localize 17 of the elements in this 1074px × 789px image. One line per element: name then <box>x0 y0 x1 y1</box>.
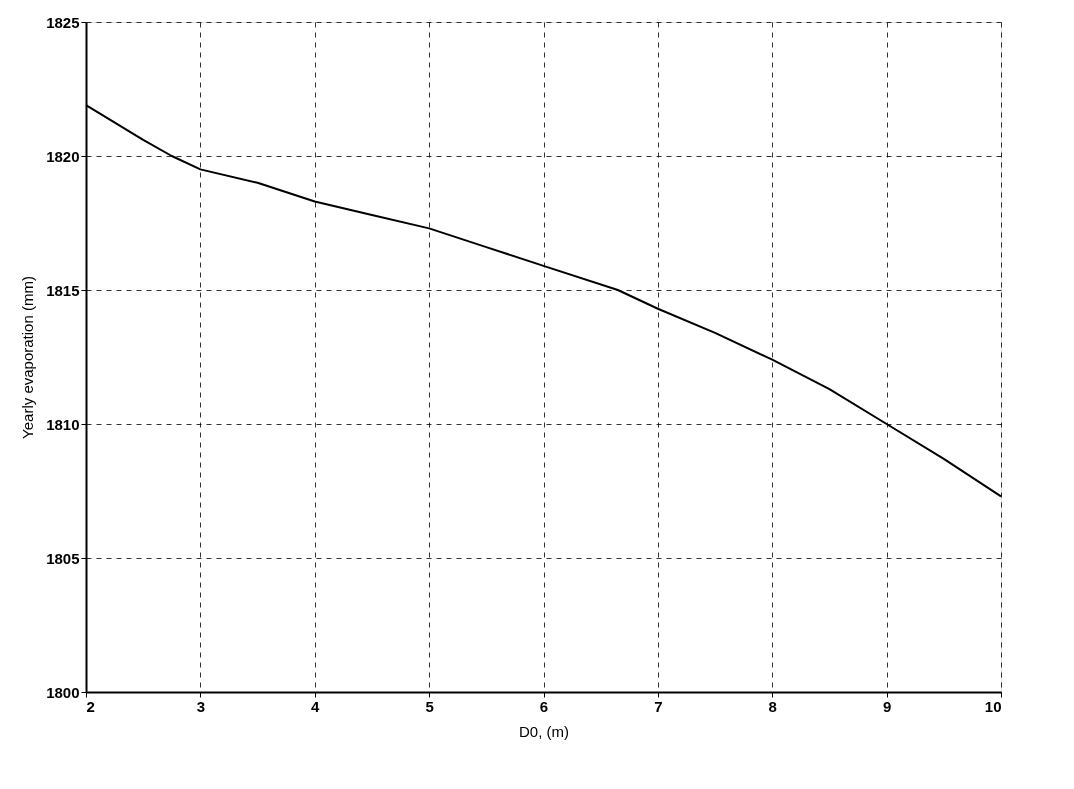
y-axis-title: Yearly evaporation (mm) <box>19 276 37 439</box>
x-tick-label: 8 <box>768 697 777 715</box>
y-tick-label: 1800 <box>46 683 80 701</box>
x-tick-label: 4 <box>311 697 321 715</box>
x-tick-label: 5 <box>425 697 434 715</box>
x-tick-label: 3 <box>196 697 206 715</box>
y-tick-label: 1810 <box>46 415 80 433</box>
x-tick-label: 9 <box>882 697 892 715</box>
y-tick-label: 1825 <box>46 13 80 31</box>
x-axis-title: D0, (m) <box>519 722 569 740</box>
x-tick-label: 2 <box>86 697 95 715</box>
y-tick-label: 1805 <box>46 549 80 567</box>
y-tick-label: 1820 <box>46 147 80 165</box>
y-tick-label: 1815 <box>46 281 80 299</box>
x-tick-label: 7 <box>654 697 663 715</box>
x-tick-label: 6 <box>539 697 549 715</box>
x-tick-label: 10 <box>984 697 1002 715</box>
